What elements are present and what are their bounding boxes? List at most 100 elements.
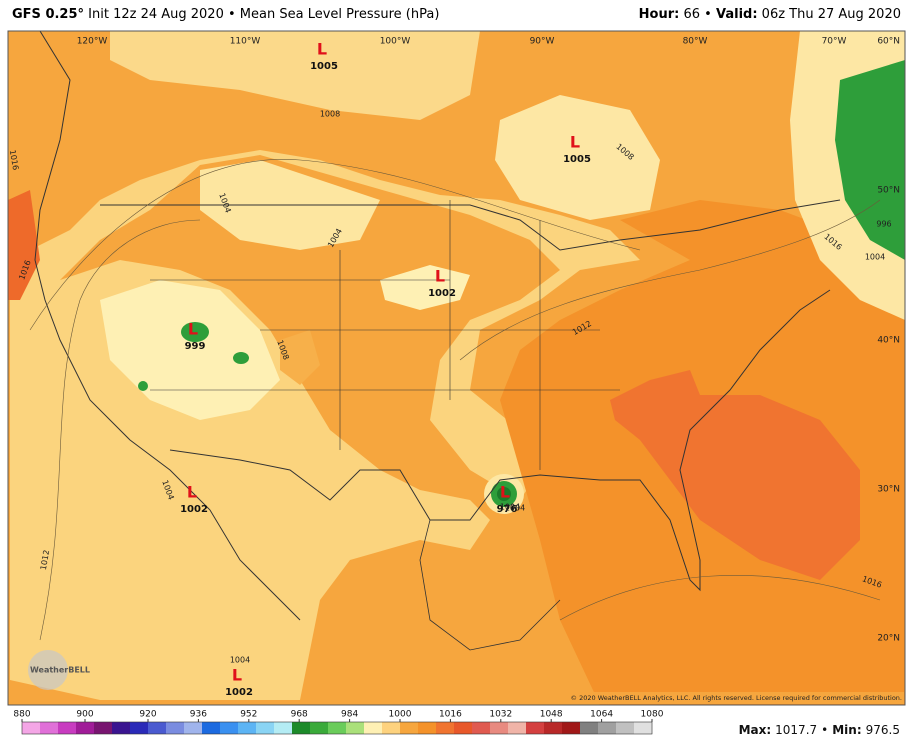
colorbar-swatch (76, 722, 95, 734)
latitude-label: 50°N (877, 186, 900, 196)
contour-label: 996 (876, 220, 891, 229)
copyright: © 2020 WeatherBELL Analytics, LLC. All r… (571, 694, 902, 702)
colorbar-swatch (94, 722, 113, 734)
low-symbol: L (500, 483, 510, 502)
map-fields (8, 31, 905, 705)
colorbar-swatch (310, 722, 329, 734)
contour-label: 1008 (320, 110, 340, 119)
footer-part: 1017.7 (775, 723, 817, 737)
longitude-label: 90°W (530, 37, 555, 47)
colorbar-swatch (274, 722, 293, 734)
low-symbol: L (232, 666, 242, 685)
colorbar-tick-label: 900 (76, 710, 93, 720)
coastline (34, 31, 301, 621)
colorbar-swatch (58, 722, 77, 734)
colorbar-swatch (634, 722, 653, 734)
colorbar-swatch (256, 722, 275, 734)
map-frame (7, 30, 906, 706)
contour-label: 1004 (505, 504, 525, 513)
low-symbol: L (570, 133, 580, 152)
borders (34, 31, 841, 651)
longitude-label: 110°W (230, 37, 261, 47)
field-green (181, 322, 209, 342)
field-green (835, 60, 905, 260)
state-lines (150, 200, 620, 470)
colorbar-swatch (454, 722, 473, 734)
colorbar-swatch (490, 722, 509, 734)
colorbar-tick-label: 880 (13, 710, 30, 720)
colorbar-tick-label: 936 (190, 710, 207, 720)
contour-label: 1004 (865, 253, 885, 262)
colorbar-swatch (202, 722, 221, 734)
border (169, 289, 831, 592)
low-value: 1005 (310, 61, 338, 72)
low-symbol: L (188, 320, 198, 339)
colorbar-frame (21, 721, 653, 735)
valid-label: Valid: (715, 7, 758, 22)
logo-globe (28, 650, 68, 690)
copyright-bg (530, 692, 904, 704)
latitude-label: 60°N (877, 37, 900, 47)
latitude-label: 20°N (877, 634, 900, 644)
colorbar-swatch (526, 722, 545, 734)
separator: • (227, 7, 236, 22)
colorbar-tick-label: 1000 (389, 710, 412, 720)
colorbar-swatch (580, 722, 599, 734)
border (100, 199, 841, 251)
colorbar-tick-label: 968 (291, 710, 308, 720)
hour: 66 (683, 7, 701, 22)
colorbar-swatch (364, 722, 383, 734)
contour-label: 1004 (230, 656, 250, 665)
field-light (495, 95, 660, 220)
footer-part: Min: (832, 723, 861, 737)
low-value: 1005 (563, 154, 591, 165)
latitude-label: 30°N (877, 485, 900, 495)
longitude-label: 100°W (380, 37, 411, 47)
low-value: 1002 (180, 504, 208, 515)
low-symbol: L (435, 267, 445, 286)
low-value: 999 (185, 341, 206, 352)
low-symbol: L (317, 40, 327, 59)
footer-part: • (821, 723, 828, 737)
colorbar-swatch (40, 722, 59, 734)
colorbar-swatch (22, 722, 41, 734)
low-symbol: L (187, 483, 197, 502)
valid: 06z Thu 27 Aug 2020 (761, 7, 901, 22)
colorbar-swatch (238, 722, 257, 734)
colorbar-tick-label: 952 (240, 710, 257, 720)
footer-part: 976.5 (866, 723, 900, 737)
contour-label: 1016 (8, 149, 20, 171)
colorbar-tick-label: 1064 (590, 710, 613, 720)
low-value: 1002 (225, 687, 253, 698)
colorbar-swatch (400, 722, 419, 734)
field-green (233, 352, 249, 364)
isobars (29, 159, 881, 641)
colorbar-swatch (616, 722, 635, 734)
colorbar-swatch (472, 722, 491, 734)
colorbar-swatch (328, 722, 347, 734)
colorbar-tick-label: 920 (139, 710, 156, 720)
colorbar-swatch (418, 722, 437, 734)
colorbar-tick-label: 984 (341, 710, 358, 720)
field-light (110, 31, 480, 120)
colorbar-swatch (508, 722, 527, 734)
colorbar-swatch (184, 722, 203, 734)
hour-label: Hour: (638, 7, 680, 22)
colorbar-tick-label: 1016 (439, 710, 462, 720)
contour-label: 1012 (39, 549, 51, 571)
field-red (610, 370, 860, 580)
colorbar-swatch (130, 722, 149, 734)
longitude-label: 120°W (77, 37, 108, 47)
init: Init 12z 24 Aug 2020 (88, 7, 224, 22)
latitude-label: 40°N (877, 336, 900, 346)
footer-part: Max: (739, 723, 772, 737)
colorbar-swatch (166, 722, 185, 734)
colorbar-swatch (562, 722, 581, 734)
low-value: 1002 (428, 288, 456, 299)
coastline (419, 519, 561, 651)
colorbar-swatch (436, 722, 455, 734)
field-green (138, 381, 148, 391)
header: GFS 0.25° Init 12z 24 Aug 2020 • Mean Se… (0, 0, 913, 30)
